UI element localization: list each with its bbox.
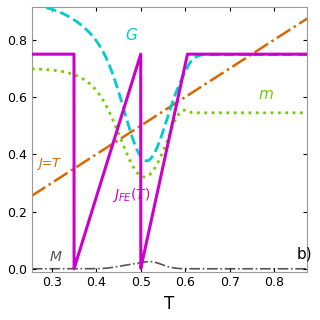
Text: m: m [259,86,273,101]
Text: M: M [50,250,61,264]
Text: b): b) [296,247,312,262]
Text: $J_{FE}(T)$: $J_{FE}(T)$ [112,186,150,204]
X-axis label: T: T [164,295,175,313]
Text: G: G [125,28,137,43]
Text: J=T: J=T [37,157,60,170]
